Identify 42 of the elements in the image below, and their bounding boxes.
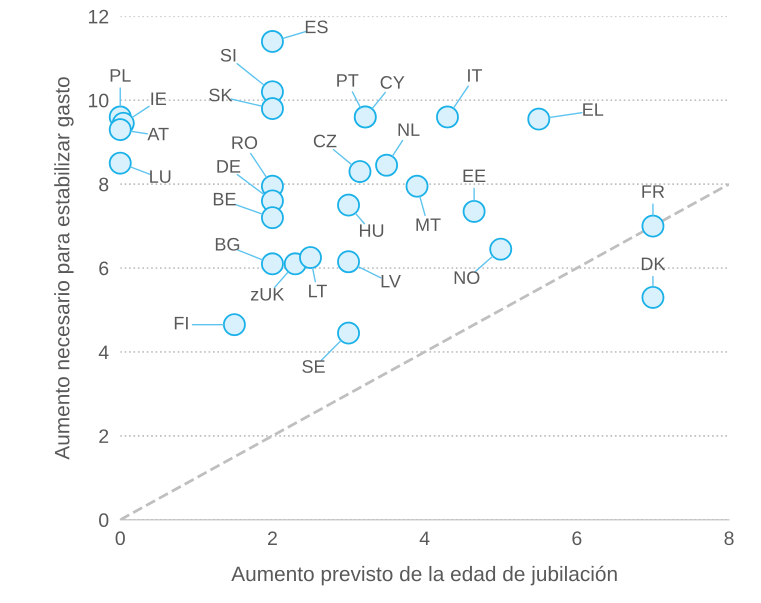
annotation: DE: [217, 160, 240, 173]
y-tick-label: 6: [99, 262, 108, 276]
annotation: EE: [464, 170, 486, 182]
annotation: FR: [642, 185, 664, 198]
annotation: LV: [382, 274, 401, 288]
x-tick-label: 4: [420, 532, 430, 545]
y-tick-label: 12: [88, 10, 108, 24]
annotation: BG: [216, 238, 240, 251]
x-tick-label: 8: [724, 531, 734, 546]
y-tick-label: 10: [88, 94, 108, 108]
y-tick-label: 0: [99, 513, 108, 528]
annotation: NL: [398, 123, 420, 136]
annotation: IE: [151, 92, 166, 105]
x-tick-label: 6: [572, 531, 582, 546]
x-tick-label: 0: [116, 531, 125, 546]
annotation: PL: [110, 69, 131, 82]
annotation: IT: [468, 69, 482, 82]
annotation: NO: [454, 271, 480, 284]
annotation: FI: [174, 316, 188, 330]
annotation: LU: [150, 170, 170, 183]
annotation: RO: [232, 136, 258, 150]
annotation: AT: [147, 128, 169, 140]
annotation: SE: [302, 360, 325, 373]
x-tick-label: 2: [268, 531, 277, 545]
annotation: SI: [220, 48, 236, 62]
y-axis-title: Aumento necesario para estabilizar gasto: [54, 77, 74, 460]
annotation: CZ: [314, 134, 336, 148]
annotation: PT: [337, 74, 358, 87]
annotation: LT: [309, 284, 327, 298]
annotation: DK: [642, 258, 666, 270]
y-tick-label: 2: [99, 429, 108, 443]
annotation: BE: [214, 192, 236, 206]
x-axis-title: Aumento previsto de la edad de jubilación: [231, 566, 617, 586]
y-tick-label: 8: [99, 178, 108, 192]
annotation: SK: [209, 88, 232, 102]
annotation: zUK: [250, 288, 284, 301]
annotation: EL: [583, 103, 604, 116]
annotation: HU: [360, 224, 384, 237]
annotation: ES: [306, 20, 328, 34]
annotation: MT: [416, 218, 441, 231]
annotation: CY: [380, 76, 404, 89]
y-tick-label: 4: [98, 346, 109, 359]
